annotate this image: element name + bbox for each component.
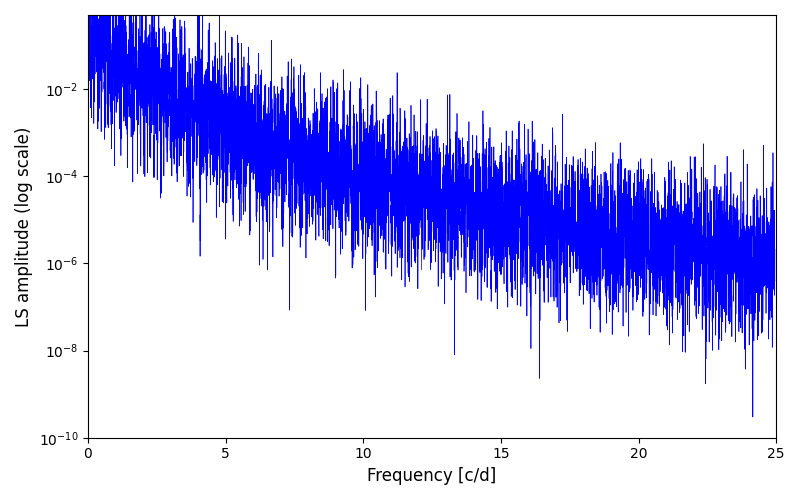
X-axis label: Frequency [c/d]: Frequency [c/d] bbox=[367, 467, 497, 485]
Y-axis label: LS amplitude (log scale): LS amplitude (log scale) bbox=[15, 126, 33, 326]
